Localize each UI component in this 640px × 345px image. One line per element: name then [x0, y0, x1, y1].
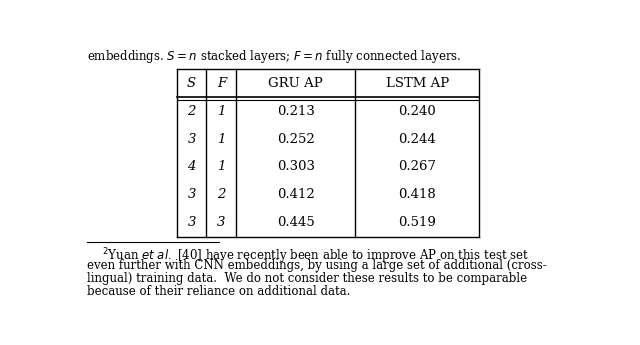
Text: LSTM AP: LSTM AP — [386, 77, 449, 90]
Text: 0.519: 0.519 — [398, 216, 436, 229]
Text: 2: 2 — [217, 188, 225, 201]
Text: embeddings. $S = n$ stacked layers; $F = n$ fully connected layers.: embeddings. $S = n$ stacked layers; $F =… — [88, 48, 462, 65]
Text: 3: 3 — [217, 216, 225, 229]
Text: $^{2}$Yuan $\mathit{et\ al.}$ [40] have recently been able to improve AP on this: $^{2}$Yuan $\mathit{et\ al.}$ [40] have … — [102, 246, 529, 266]
Text: 0.303: 0.303 — [276, 160, 315, 174]
Text: 0.445: 0.445 — [277, 216, 315, 229]
Text: 0.267: 0.267 — [398, 160, 436, 174]
Text: 0.244: 0.244 — [399, 132, 436, 146]
Text: 0.252: 0.252 — [277, 132, 315, 146]
Text: 0.240: 0.240 — [399, 105, 436, 118]
Text: lingual) training data.  We do not consider these results to be comparable: lingual) training data. We do not consid… — [88, 272, 527, 285]
Text: 2: 2 — [188, 105, 196, 118]
Text: 1: 1 — [217, 132, 225, 146]
Text: 1: 1 — [217, 160, 225, 174]
Text: GRU AP: GRU AP — [268, 77, 323, 90]
Text: 3: 3 — [188, 216, 196, 229]
Text: 3: 3 — [188, 188, 196, 201]
Text: 0.213: 0.213 — [277, 105, 315, 118]
Text: 4: 4 — [188, 160, 196, 174]
Text: 1: 1 — [217, 105, 225, 118]
Text: 0.418: 0.418 — [399, 188, 436, 201]
Text: 3: 3 — [188, 132, 196, 146]
Text: S: S — [187, 77, 196, 90]
Text: F: F — [217, 77, 226, 90]
Text: 0.412: 0.412 — [277, 188, 315, 201]
Text: because of their reliance on additional data.: because of their reliance on additional … — [88, 285, 351, 298]
Text: even further with CNN embeddings, by using a large set of additional (cross-: even further with CNN embeddings, by usi… — [88, 259, 547, 272]
